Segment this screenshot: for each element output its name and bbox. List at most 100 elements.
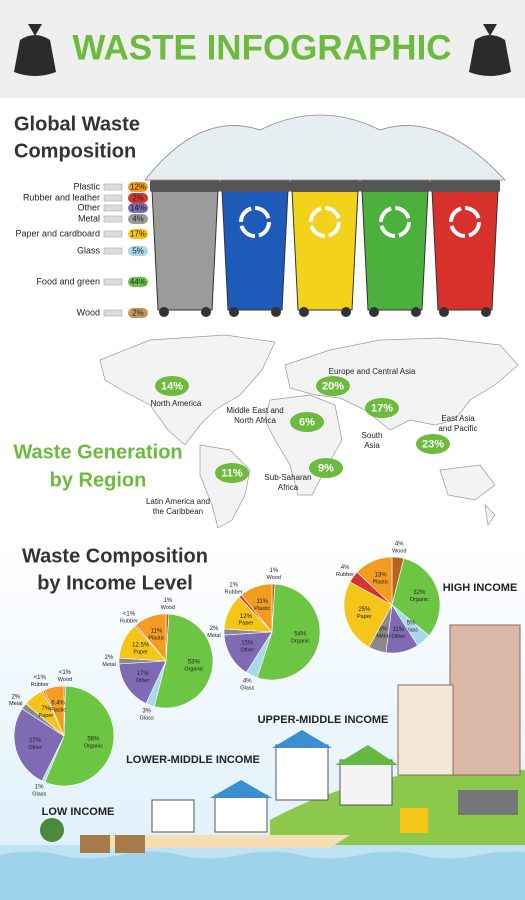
legend-label: Metal (78, 213, 100, 223)
legend-label: Glass (77, 245, 101, 255)
legend-chip (128, 308, 148, 318)
region-name: Asia (364, 441, 380, 450)
slice-value: 5% (407, 621, 416, 627)
slice-label: Plastic (372, 580, 388, 586)
recycle-icon (449, 206, 481, 238)
slice-label: Wood (161, 605, 175, 611)
region-badge (416, 434, 450, 454)
slice-label: Paper (133, 650, 148, 656)
pie-slice (256, 583, 321, 681)
region-value: 14% (161, 380, 183, 392)
slice-value: 2% (11, 694, 20, 700)
slice-label: Rubber (336, 572, 354, 578)
legend-label: Plastic (73, 181, 100, 191)
slice-value: <1% (34, 675, 47, 681)
slice-label: Wood (58, 677, 72, 683)
slice-label: Plastic (254, 606, 270, 612)
slice-label: Paper (239, 621, 254, 627)
bin-lid (290, 180, 360, 192)
bin-lid (430, 180, 500, 192)
scenery (0, 624, 525, 900)
slice-label: Plastic (50, 708, 66, 714)
bin-lid (220, 180, 290, 192)
bin-wheel (229, 307, 239, 317)
slice-label: Other (28, 745, 42, 751)
pie-slice (153, 613, 214, 709)
slice-value: 1% (35, 785, 44, 791)
slice-value: 32% (413, 590, 426, 596)
bin-wheel (369, 307, 379, 317)
slice-label: Paper (357, 614, 372, 620)
legend-value: 44% (130, 278, 146, 287)
slice-value: 17% (137, 671, 150, 677)
section-title: Global Waste (14, 113, 140, 135)
bin-wheel (201, 307, 211, 317)
legend-icon (103, 183, 123, 191)
legend-icon (103, 204, 123, 212)
slice-value: 4% (243, 679, 252, 685)
slice-label: Other (391, 634, 405, 640)
slice-value: 4% (341, 565, 350, 571)
slice-value: 2% (105, 655, 114, 661)
legend-label: Other (77, 202, 100, 212)
legend-chip (128, 203, 148, 213)
slice-label: Organic (184, 666, 204, 672)
bin-wheel (439, 307, 449, 317)
slice-label: Rubber (120, 619, 138, 625)
region-name: North America (151, 399, 202, 408)
bin-body (221, 189, 289, 311)
bin-wheel (159, 307, 169, 317)
slice-label: Glass (240, 685, 254, 691)
pie-slice (44, 685, 115, 787)
region-name: Africa (278, 483, 299, 492)
legend-chip (128, 277, 148, 287)
income-label: HIGH INCOME (443, 582, 518, 594)
legend-label: Paper and cardboard (15, 228, 100, 238)
region-value: 9% (318, 462, 334, 474)
bin-body (291, 189, 359, 311)
slice-label: Metal (207, 633, 220, 639)
recycle-icon (379, 206, 411, 238)
slice-value: 54% (294, 631, 307, 637)
bin-lid (360, 180, 430, 192)
legend-chip (128, 193, 148, 203)
slice-label: Metal (376, 633, 389, 639)
region-name: East Asia (441, 414, 475, 423)
legend-value: 17% (130, 230, 146, 239)
slice-value: 11% (256, 599, 268, 605)
income-label: LOWER-MIDDLE INCOME (126, 754, 260, 766)
region-value: 17% (371, 402, 393, 414)
trash-pile (144, 114, 506, 181)
region-badge (290, 412, 324, 432)
slice-label: Rubber (31, 682, 49, 688)
slice-value: 56% (87, 736, 100, 742)
region-badge (316, 376, 350, 396)
trash-bag-left (14, 24, 56, 76)
legend-value: 5% (132, 247, 144, 256)
bin-body (361, 189, 429, 311)
slice-value: 11% (151, 629, 163, 635)
slice-label: Glass (404, 628, 418, 634)
legend-icon (103, 215, 123, 223)
slice-label: Glass (32, 792, 46, 798)
region-name: North Africa (234, 416, 276, 425)
section-title: Waste Composition (22, 545, 208, 567)
legend-icon (103, 194, 123, 202)
legend-icon (103, 309, 123, 317)
slice-label: Wood (267, 575, 281, 581)
legend-icon (103, 230, 123, 238)
slice-label: Other (136, 678, 150, 684)
legend-chip (128, 182, 148, 192)
legend-value: 12% (130, 183, 146, 192)
bin-wheel (411, 307, 421, 317)
legend-icon (103, 247, 123, 255)
legend-value: 2% (132, 194, 144, 203)
region-name: Latin America and (146, 497, 210, 506)
region-name: and Pacific (438, 424, 477, 433)
bin-body (151, 189, 219, 311)
recycle-icon (239, 206, 271, 238)
pie-slice (343, 581, 393, 648)
